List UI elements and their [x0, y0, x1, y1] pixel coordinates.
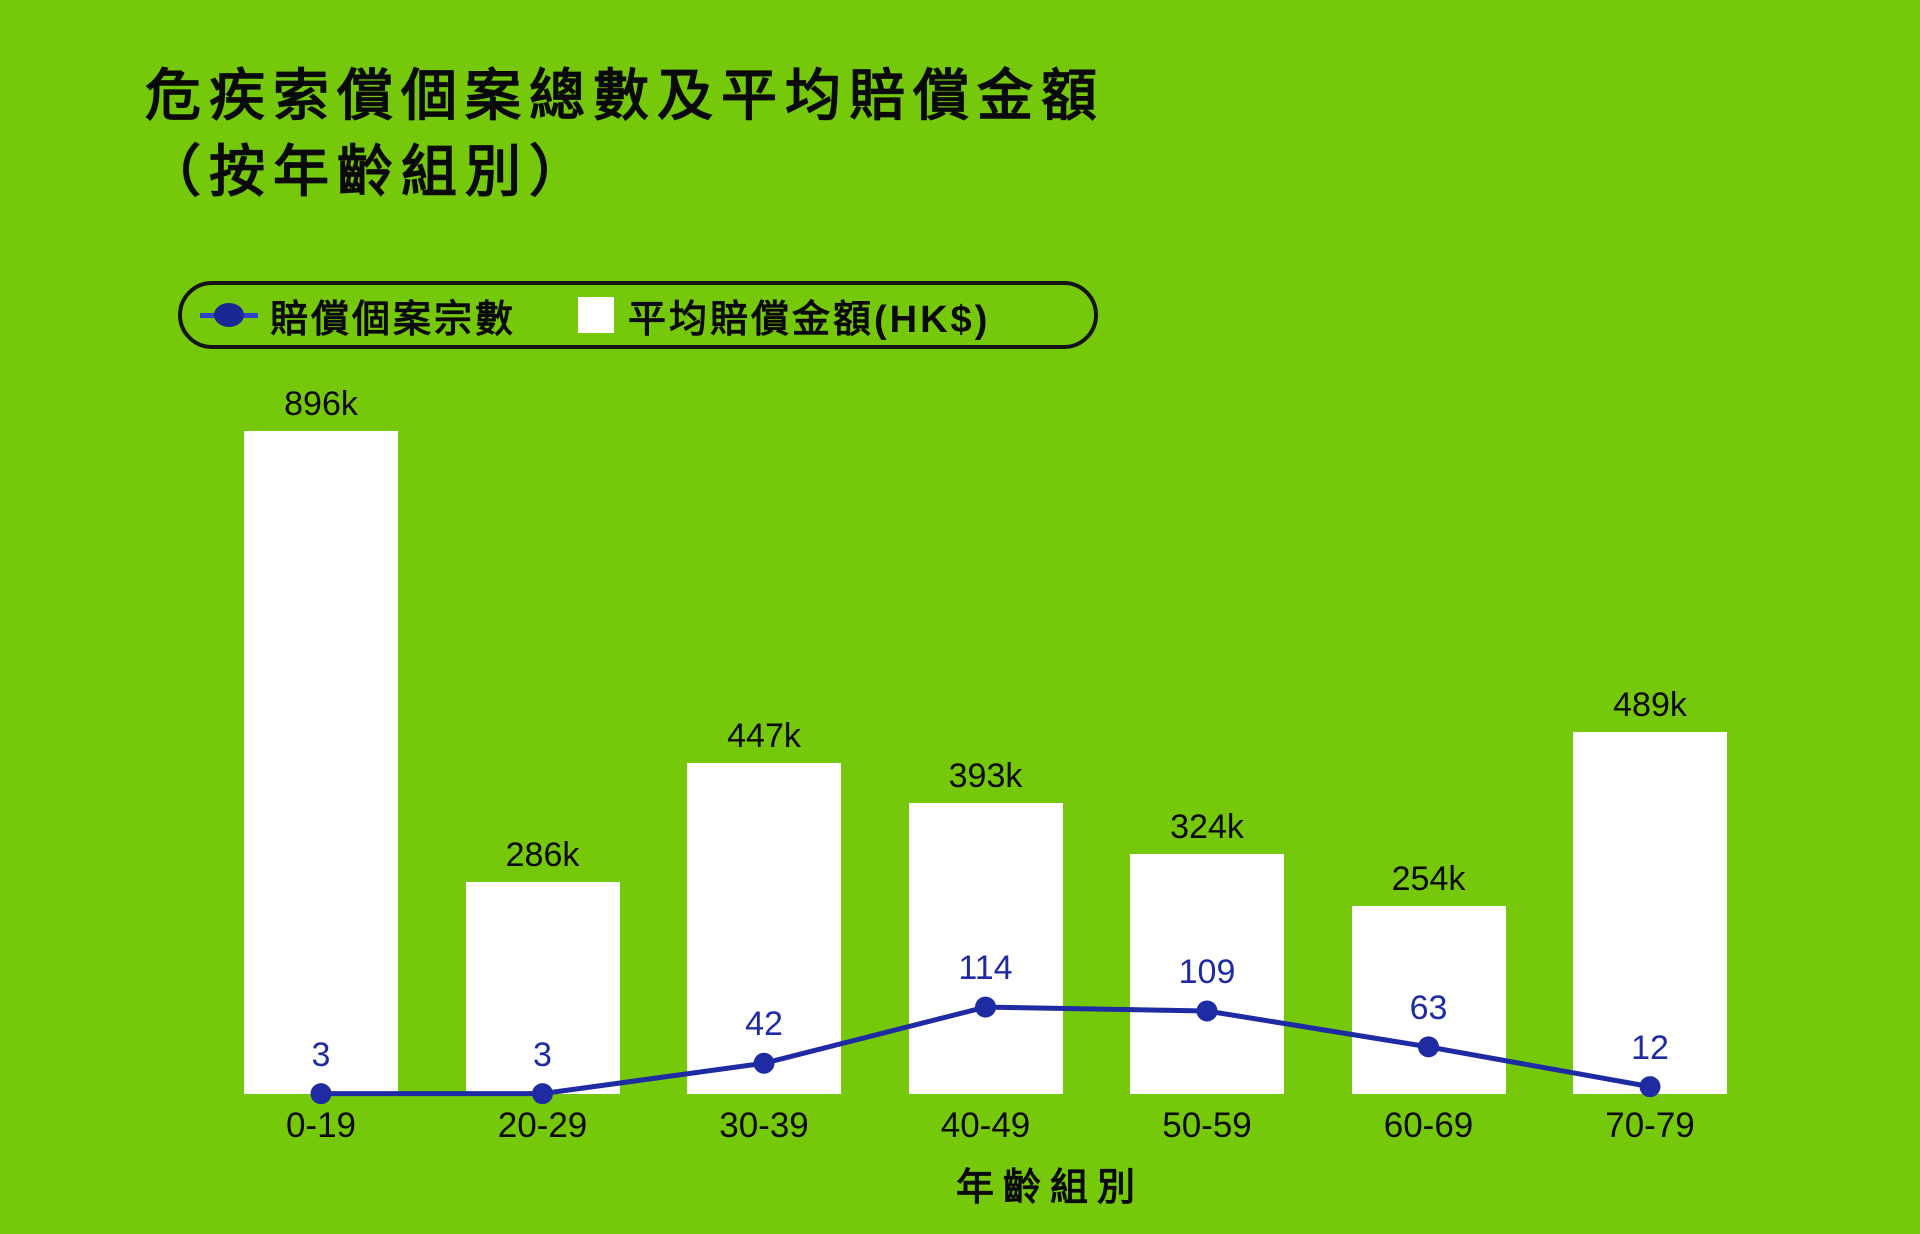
bar-value-label: 489k: [1613, 686, 1687, 725]
bar-value-label: 286k: [505, 836, 580, 875]
line-value-label: 12: [1631, 1028, 1669, 1067]
legend-label-amount: 平均賠償金額(HK$): [628, 298, 991, 341]
data-point-50-59: [1196, 1000, 1218, 1022]
legend-item-amount: 平均賠償金額(HK$): [578, 288, 990, 343]
line-value-label: 109: [1178, 952, 1236, 991]
case-count-line: [321, 1004, 1651, 1097]
bar-20-29: [465, 882, 620, 1094]
x-axis-title: 年齡組別: [955, 1167, 1145, 1209]
chart-title-line2: （按年齡組別）: [145, 140, 593, 204]
line-value-label: 42: [745, 1005, 783, 1044]
bar-value-label: 896k: [284, 384, 358, 423]
bar-value-label: 447k: [727, 717, 801, 756]
bar-60-69: [1351, 906, 1506, 1094]
data-point-60-69: [1418, 1036, 1439, 1058]
x-tick-label: 50-59: [1162, 1106, 1252, 1145]
bar-value-label: 324k: [1170, 808, 1244, 847]
x-tick-label: 30-39: [719, 1106, 809, 1145]
x-tick-label: 60-69: [1383, 1106, 1474, 1145]
legend-item-cases: 賠償個案宗數: [200, 288, 516, 343]
bar-30-39: [687, 763, 841, 1094]
line-value-label: 63: [1409, 988, 1448, 1027]
chart-title: 危疾索償個案總數及平均賠償金額 （按年齡組別）: [145, 58, 1105, 210]
data-point-70-79: [1639, 1076, 1661, 1098]
legend: 賠償個案宗數 平均賠償金額(HK$): [178, 281, 1098, 349]
bar-70-79: [1573, 732, 1727, 1094]
x-tick-label: 0-19: [285, 1106, 357, 1145]
data-point-20-29: [532, 1083, 553, 1105]
bar-series-swatch-icon: [578, 297, 615, 333]
x-tick-label: 20-29: [497, 1106, 588, 1145]
bar-50-59: [1130, 854, 1284, 1094]
line-series-marker-icon: [200, 302, 258, 328]
bar-0-19: [244, 430, 398, 1094]
data-point-30-39: [753, 1052, 775, 1074]
line-value-label: 3: [311, 1035, 331, 1074]
x-tick-label: 40-49: [940, 1106, 1031, 1145]
chart-title-line1: 危疾索償個案總數及平均賠償金額: [145, 64, 1105, 127]
bar-40-49: [908, 803, 1063, 1094]
line-value-label: 114: [958, 949, 1013, 988]
x-tick-label: 70-79: [1605, 1106, 1695, 1145]
data-point-0-19: [310, 1083, 332, 1105]
line-value-label: 3: [533, 1035, 552, 1074]
bar-value-label: 254k: [1391, 860, 1466, 899]
data-point-40-49: [975, 996, 996, 1018]
legend-label-cases: 賠償個案宗數: [270, 298, 517, 341]
bar-value-label: 393k: [948, 757, 1023, 796]
